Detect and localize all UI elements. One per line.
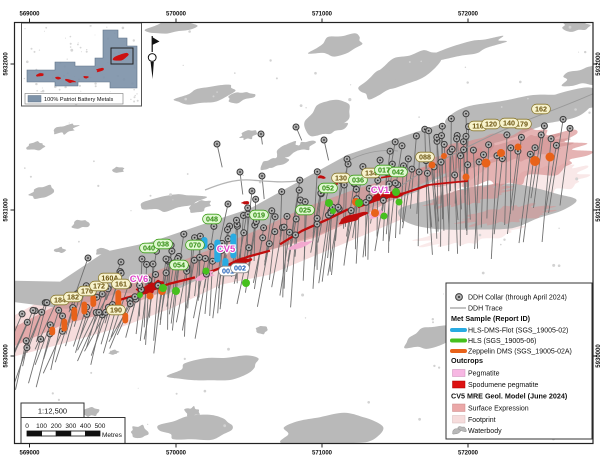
svg-text:070: 070: [189, 241, 201, 250]
svg-text:054: 054: [173, 261, 185, 270]
svg-text:001: 001: [222, 267, 234, 276]
svg-text:500: 500: [95, 423, 106, 430]
svg-text:200: 200: [51, 423, 62, 430]
svg-text:184: 184: [54, 296, 66, 305]
svg-text:120: 120: [485, 120, 497, 129]
svg-text:002: 002: [234, 264, 246, 273]
svg-text:5930000: 5930000: [4, 344, 10, 368]
svg-text:038: 038: [157, 240, 169, 249]
svg-text:Waterbody: Waterbody: [468, 428, 502, 435]
svg-text:017: 017: [378, 166, 390, 175]
svg-text:5931000: 5931000: [4, 198, 10, 222]
svg-text:162: 162: [535, 105, 547, 114]
svg-text:Pegmatite: Pegmatite: [468, 371, 500, 378]
svg-text:572000: 572000: [458, 451, 479, 457]
svg-text:570000: 570000: [166, 12, 187, 18]
svg-text:571000: 571000: [312, 451, 333, 457]
svg-text:130: 130: [335, 174, 347, 183]
svg-text:100: 100: [36, 423, 47, 430]
svg-text:572000: 572000: [458, 12, 479, 18]
svg-text:5932000: 5932000: [596, 52, 600, 76]
svg-text:1:12,500: 1:12,500: [38, 407, 67, 416]
svg-text:100% Patriot Battery Metals: 100% Patriot Battery Metals: [44, 97, 114, 103]
svg-text:5931000: 5931000: [596, 198, 600, 222]
svg-text:161: 161: [115, 280, 127, 289]
svg-text:040: 040: [143, 244, 155, 253]
svg-text:Outcrops: Outcrops: [451, 356, 483, 365]
svg-text:Metres: Metres: [102, 432, 123, 439]
svg-text:400: 400: [80, 423, 91, 430]
svg-text:300: 300: [65, 423, 76, 430]
svg-text:190: 190: [110, 306, 122, 315]
svg-text:134: 134: [365, 169, 377, 178]
svg-text:182: 182: [67, 293, 79, 302]
svg-text:HLS-DMS-Flot (SGS_19005-02): HLS-DMS-Flot (SGS_19005-02): [468, 328, 568, 335]
svg-text:116: 116: [472, 122, 484, 131]
svg-text:Met Sample (Report ID): Met Sample (Report ID): [451, 314, 531, 323]
svg-text:048: 048: [206, 215, 218, 224]
svg-text:CV5 MRE Geol. Model (June 2024: CV5 MRE Geol. Model (June 2024): [451, 392, 568, 401]
svg-text:088: 088: [419, 153, 431, 162]
svg-text:569000: 569000: [19, 451, 40, 457]
svg-text:CV5: CV5: [217, 244, 236, 255]
svg-text:036: 036: [352, 176, 364, 185]
svg-text:025: 025: [299, 206, 311, 215]
svg-text:042: 042: [392, 168, 404, 177]
svg-text:5932000: 5932000: [4, 52, 10, 76]
svg-text:HLS (SGS_19005-06): HLS (SGS_19005-06): [468, 338, 536, 345]
svg-text:CV6: CV6: [130, 274, 148, 285]
svg-text:DDH Collar (through April 2024: DDH Collar (through April 2024): [468, 295, 567, 302]
svg-text:570000: 570000: [166, 451, 187, 457]
svg-text:176: 176: [81, 287, 93, 296]
svg-text:5930000: 5930000: [596, 344, 600, 368]
svg-text:179: 179: [516, 120, 528, 129]
svg-text:Zeppelin DMS (SGS_19005-02A): Zeppelin DMS (SGS_19005-02A): [468, 349, 572, 356]
svg-text:Spodumene pegmatite: Spodumene pegmatite: [468, 382, 539, 389]
svg-text:052: 052: [322, 184, 334, 193]
svg-text:Footprint: Footprint: [468, 417, 496, 424]
svg-text:569000: 569000: [19, 12, 40, 18]
svg-text:160A: 160A: [101, 274, 118, 283]
svg-text:DDH Trace: DDH Trace: [468, 306, 503, 313]
svg-text:140: 140: [503, 119, 515, 128]
svg-text:Surface Expression: Surface Expression: [468, 406, 529, 413]
svg-text:0: 0: [25, 423, 29, 430]
svg-text:019: 019: [253, 211, 265, 220]
svg-text:CV1: CV1: [371, 185, 390, 196]
svg-text:571000: 571000: [312, 12, 333, 18]
svg-text:172: 172: [93, 282, 105, 291]
